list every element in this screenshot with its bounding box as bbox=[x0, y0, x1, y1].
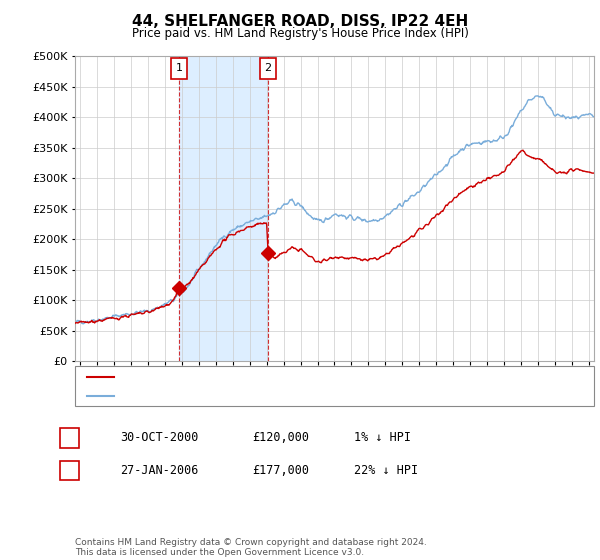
Text: 2: 2 bbox=[265, 63, 272, 73]
Text: Contains HM Land Registry data © Crown copyright and database right 2024.
This d: Contains HM Land Registry data © Crown c… bbox=[75, 538, 427, 557]
Bar bbox=[179, 56, 268, 361]
Text: £120,000: £120,000 bbox=[252, 431, 309, 445]
Text: 44, SHELFANGER ROAD, DISS, IP22 4EH: 44, SHELFANGER ROAD, DISS, IP22 4EH bbox=[132, 14, 468, 29]
Text: 1: 1 bbox=[66, 431, 73, 445]
Text: HPI: Average price, detached house, South Norfolk: HPI: Average price, detached house, Sout… bbox=[120, 391, 384, 401]
Text: 22% ↓ HPI: 22% ↓ HPI bbox=[354, 464, 418, 477]
Text: Price paid vs. HM Land Registry's House Price Index (HPI): Price paid vs. HM Land Registry's House … bbox=[131, 27, 469, 40]
Text: 44, SHELFANGER ROAD, DISS, IP22 4EH (detached house): 44, SHELFANGER ROAD, DISS, IP22 4EH (det… bbox=[120, 372, 421, 382]
Text: 2: 2 bbox=[66, 464, 73, 477]
Text: 27-JAN-2006: 27-JAN-2006 bbox=[120, 464, 199, 477]
Text: 1: 1 bbox=[175, 63, 182, 73]
Text: £177,000: £177,000 bbox=[252, 464, 309, 477]
Text: 30-OCT-2000: 30-OCT-2000 bbox=[120, 431, 199, 445]
Text: 1% ↓ HPI: 1% ↓ HPI bbox=[354, 431, 411, 445]
